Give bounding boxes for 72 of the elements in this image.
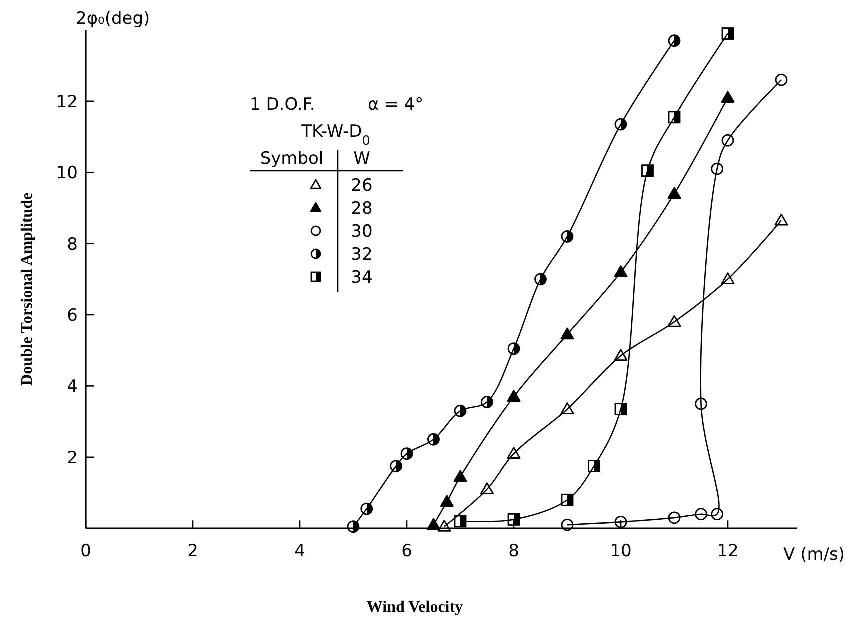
legend-label: 28 bbox=[351, 198, 373, 219]
annotation: Symbol bbox=[260, 149, 324, 169]
point bbox=[507, 390, 521, 402]
point bbox=[438, 520, 452, 532]
point bbox=[360, 502, 374, 516]
y-tick-label: 10 bbox=[56, 164, 78, 184]
point bbox=[722, 28, 734, 40]
point bbox=[614, 349, 628, 362]
point bbox=[668, 111, 681, 124]
point bbox=[588, 460, 600, 472]
point bbox=[614, 403, 628, 416]
y-tick-label: 4 bbox=[67, 377, 78, 398]
x-tick-label: 10 bbox=[610, 542, 632, 562]
point bbox=[560, 402, 574, 414]
point bbox=[695, 508, 708, 521]
point bbox=[642, 164, 654, 178]
point bbox=[454, 515, 467, 528]
y-tick-label: 6 bbox=[67, 306, 78, 326]
point bbox=[534, 273, 547, 286]
point bbox=[775, 74, 788, 86]
point bbox=[695, 398, 708, 410]
point bbox=[721, 272, 735, 284]
legend-label: 26 bbox=[351, 176, 373, 196]
y-axis-title: Double Torsional Amplitude bbox=[19, 192, 36, 386]
y-tick-label: 2 bbox=[67, 448, 78, 468]
point bbox=[668, 187, 682, 200]
x-tick-label: 12 bbox=[717, 542, 739, 562]
point bbox=[507, 447, 521, 459]
annotation: α = 4° bbox=[368, 95, 424, 115]
point bbox=[668, 315, 682, 328]
point bbox=[711, 162, 724, 176]
point bbox=[560, 328, 574, 340]
point bbox=[561, 518, 574, 532]
x-tick-label: 2 bbox=[188, 542, 198, 562]
y-tick-label: 8 bbox=[67, 234, 78, 255]
y-tick-label: 12 bbox=[56, 92, 78, 112]
point bbox=[428, 433, 440, 446]
point bbox=[427, 518, 440, 530]
point bbox=[774, 214, 788, 226]
text: 2φ₀(deg) bbox=[76, 9, 150, 29]
point bbox=[454, 404, 467, 418]
point bbox=[561, 494, 574, 506]
legend-label: 32 bbox=[351, 244, 373, 265]
x-axis-title: Wind Velocity bbox=[366, 599, 464, 616]
point bbox=[508, 342, 520, 356]
legend-title: W bbox=[354, 149, 371, 169]
x-tick-label: 4 bbox=[294, 542, 306, 562]
point bbox=[614, 118, 628, 131]
point bbox=[561, 230, 574, 243]
point bbox=[721, 91, 735, 103]
x-tick-label: 6 bbox=[402, 542, 412, 562]
annotation: 1 D.O.F. bbox=[250, 95, 316, 115]
point bbox=[668, 34, 681, 48]
text: V (m/s) bbox=[784, 545, 845, 565]
point bbox=[440, 495, 454, 507]
point bbox=[480, 482, 494, 495]
point bbox=[711, 508, 724, 521]
annotation: TK-W-D$_{0}$ bbox=[300, 122, 370, 148]
legend-label: 30 bbox=[351, 222, 373, 242]
point bbox=[614, 516, 628, 528]
x-tick-label: 8 bbox=[508, 542, 520, 562]
point bbox=[347, 520, 360, 534]
point bbox=[614, 266, 628, 278]
point bbox=[668, 512, 681, 524]
point bbox=[390, 460, 402, 472]
x-tick-label: 0 bbox=[80, 542, 92, 562]
point bbox=[508, 514, 520, 526]
point bbox=[400, 448, 414, 460]
point bbox=[722, 134, 734, 147]
point bbox=[481, 396, 494, 408]
point bbox=[454, 470, 468, 482]
legend-label: 34 bbox=[351, 268, 373, 288]
